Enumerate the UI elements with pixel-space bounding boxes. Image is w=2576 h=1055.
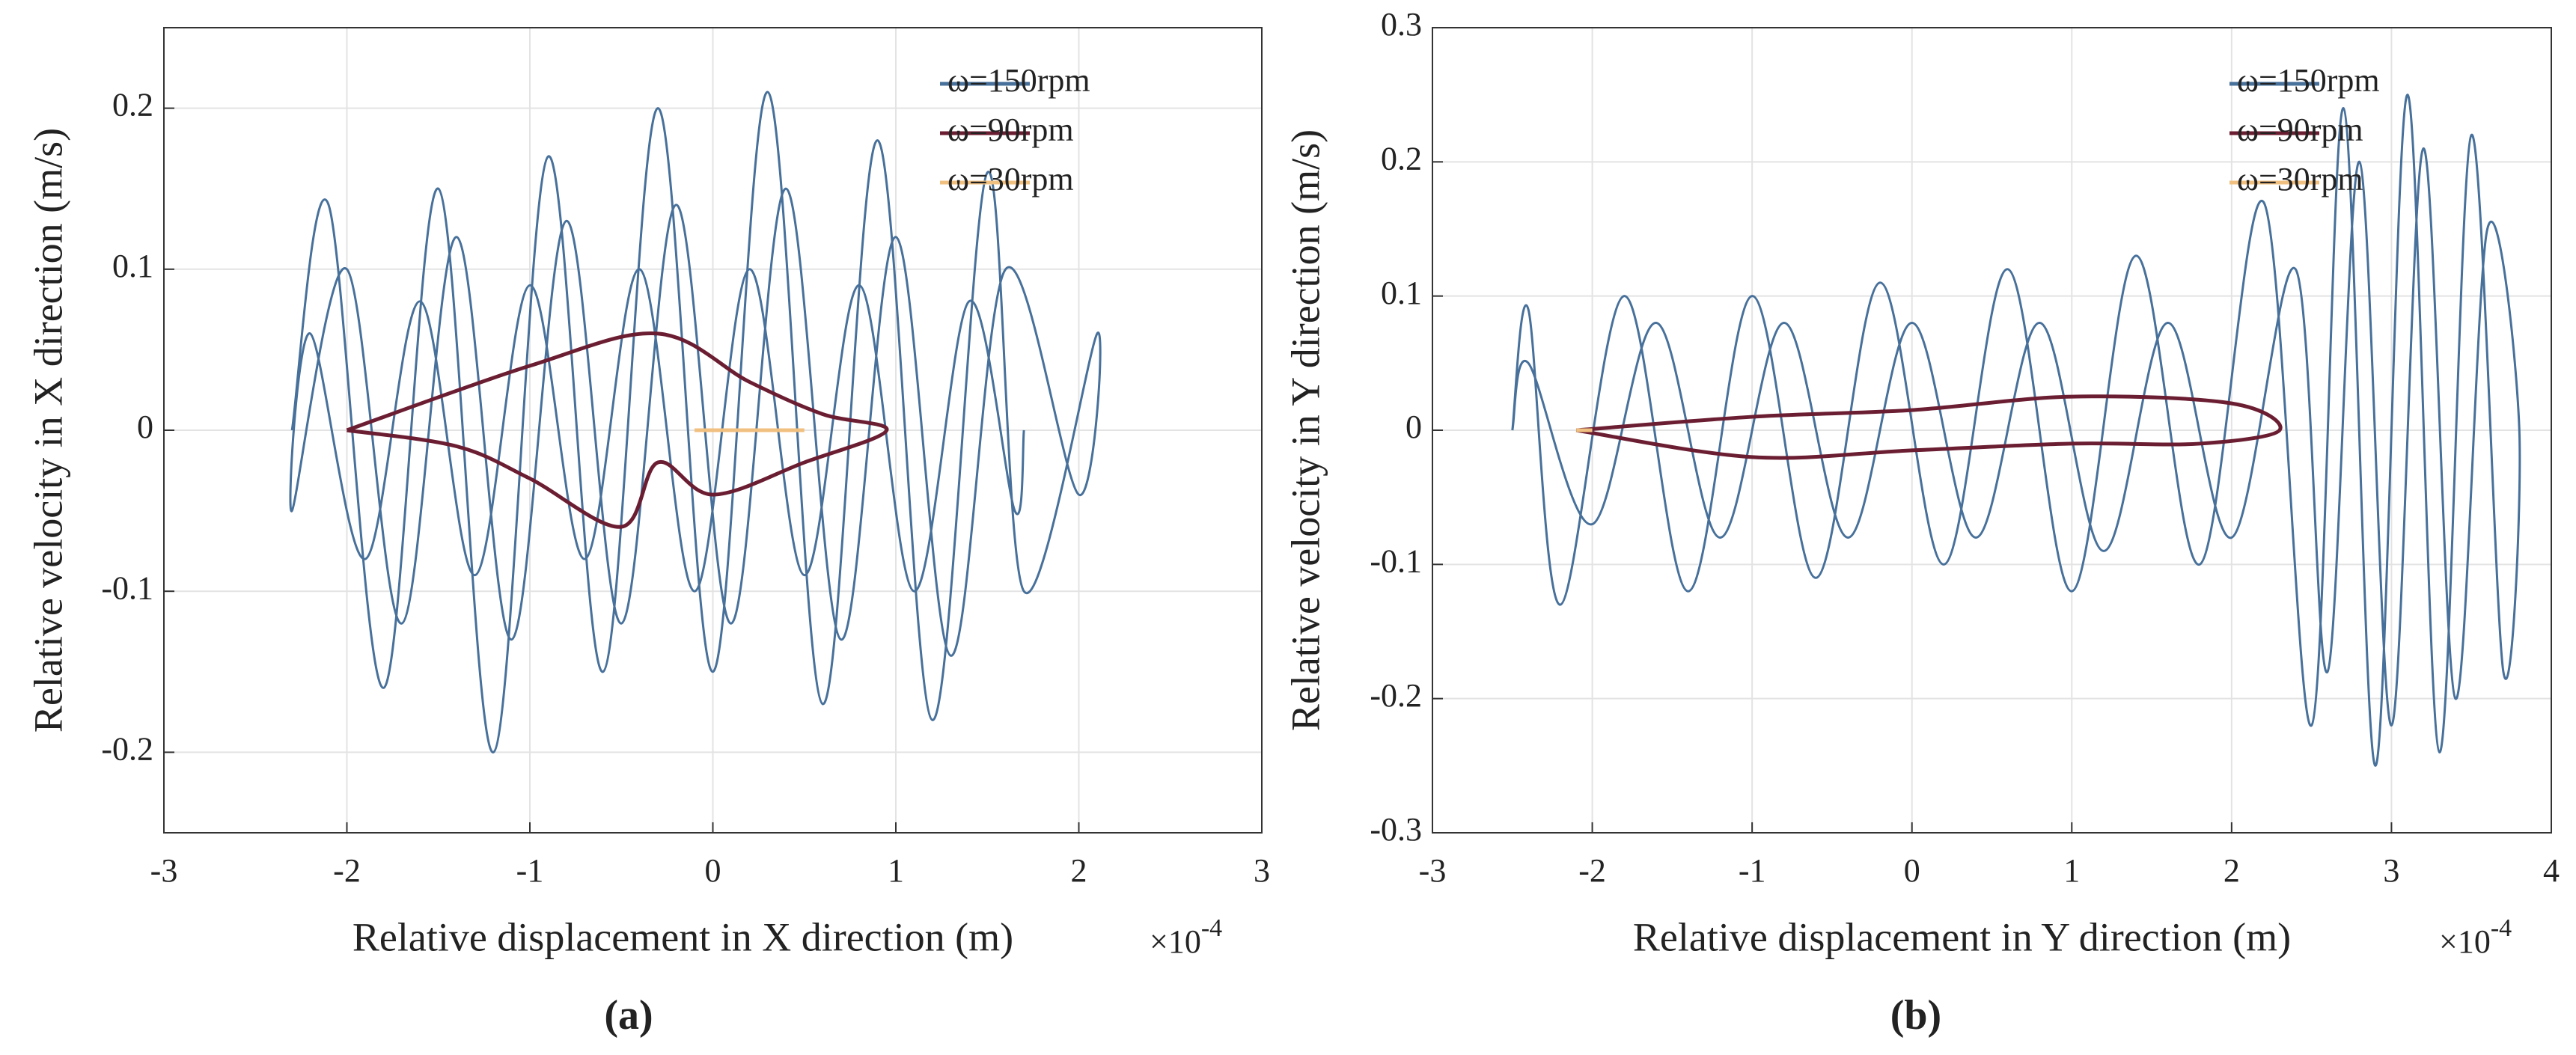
x-tick-label: 1 [888,852,904,889]
x-tick-label: 1 [2063,852,2080,889]
axes-box [163,27,1263,834]
y-tick-label: 0.2 [112,87,153,123]
x-tick-label: 3 [1254,852,1270,889]
y-tick-label: -0.2 [1370,677,1422,714]
y-tick-label: 0.1 [1381,275,1422,311]
y-axis-label: Relative velocity in Y direction (m/s) [1283,129,1328,731]
y-tick-label: -0.1 [101,569,153,606]
multiplier-base: ×10 [2439,923,2491,960]
panel-label: (b) [1890,992,1941,1039]
legend-label: ω=150rpm [947,62,1090,99]
x-multiplier: ×10-4 [1150,914,1222,960]
x-tick-label: -3 [150,852,178,889]
x-tick-label: -2 [1578,852,1606,889]
x-tick-label: 4 [2543,852,2560,889]
legend-label: ω=150rpm [2237,62,2380,99]
x-tick-label: 2 [1071,852,1087,889]
axes-box [1432,27,2552,834]
multiplier-exponent: -4 [2491,914,2512,942]
series-line [346,331,889,529]
series-line [289,91,1102,753]
x-tick-label: 0 [1904,852,1920,889]
legend-label: ω=90rpm [2237,111,2363,148]
x-tick-label: 3 [2383,852,2399,889]
series-line [1575,394,2283,460]
y-tick-label: 0 [1405,409,1422,445]
x-axis-label: Relative displacement in X direction (m) [352,914,1013,959]
x-multiplier: ×10-4 [2439,914,2512,960]
x-axis-label: Relative displacement in Y direction (m) [1633,914,2291,959]
series-group [1511,94,2521,767]
y-tick-label: 0.2 [1381,140,1422,177]
y-tick-label: 0 [137,409,153,445]
series-line [1511,94,2521,767]
y-tick-label: 0.3 [1381,6,1422,43]
x-tick-label: 2 [2224,852,2240,889]
legend-label: ω=30rpm [2237,161,2363,198]
y-tick-label: -0.3 [1370,811,1422,848]
x-tick-label: -1 [516,852,544,889]
y-tick-label: 0.1 [112,248,153,284]
x-tick-label: -3 [1419,852,1447,889]
y-axis-label: Relative velocity in X direction (m/s) [25,128,70,733]
panel-label: (a) [604,992,653,1039]
x-tick-label: -2 [333,852,361,889]
multiplier-exponent: -4 [1201,914,1222,942]
y-tick-label: -0.1 [1370,542,1422,579]
multiplier-base: ×10 [1150,923,1201,960]
y-tick-label: -0.2 [101,730,153,767]
x-tick-label: -1 [1739,852,1766,889]
legend-label: ω=90rpm [947,111,1074,148]
x-tick-label: 0 [705,852,721,889]
legend-label: ω=30rpm [947,161,1074,198]
series-group [289,91,1102,753]
